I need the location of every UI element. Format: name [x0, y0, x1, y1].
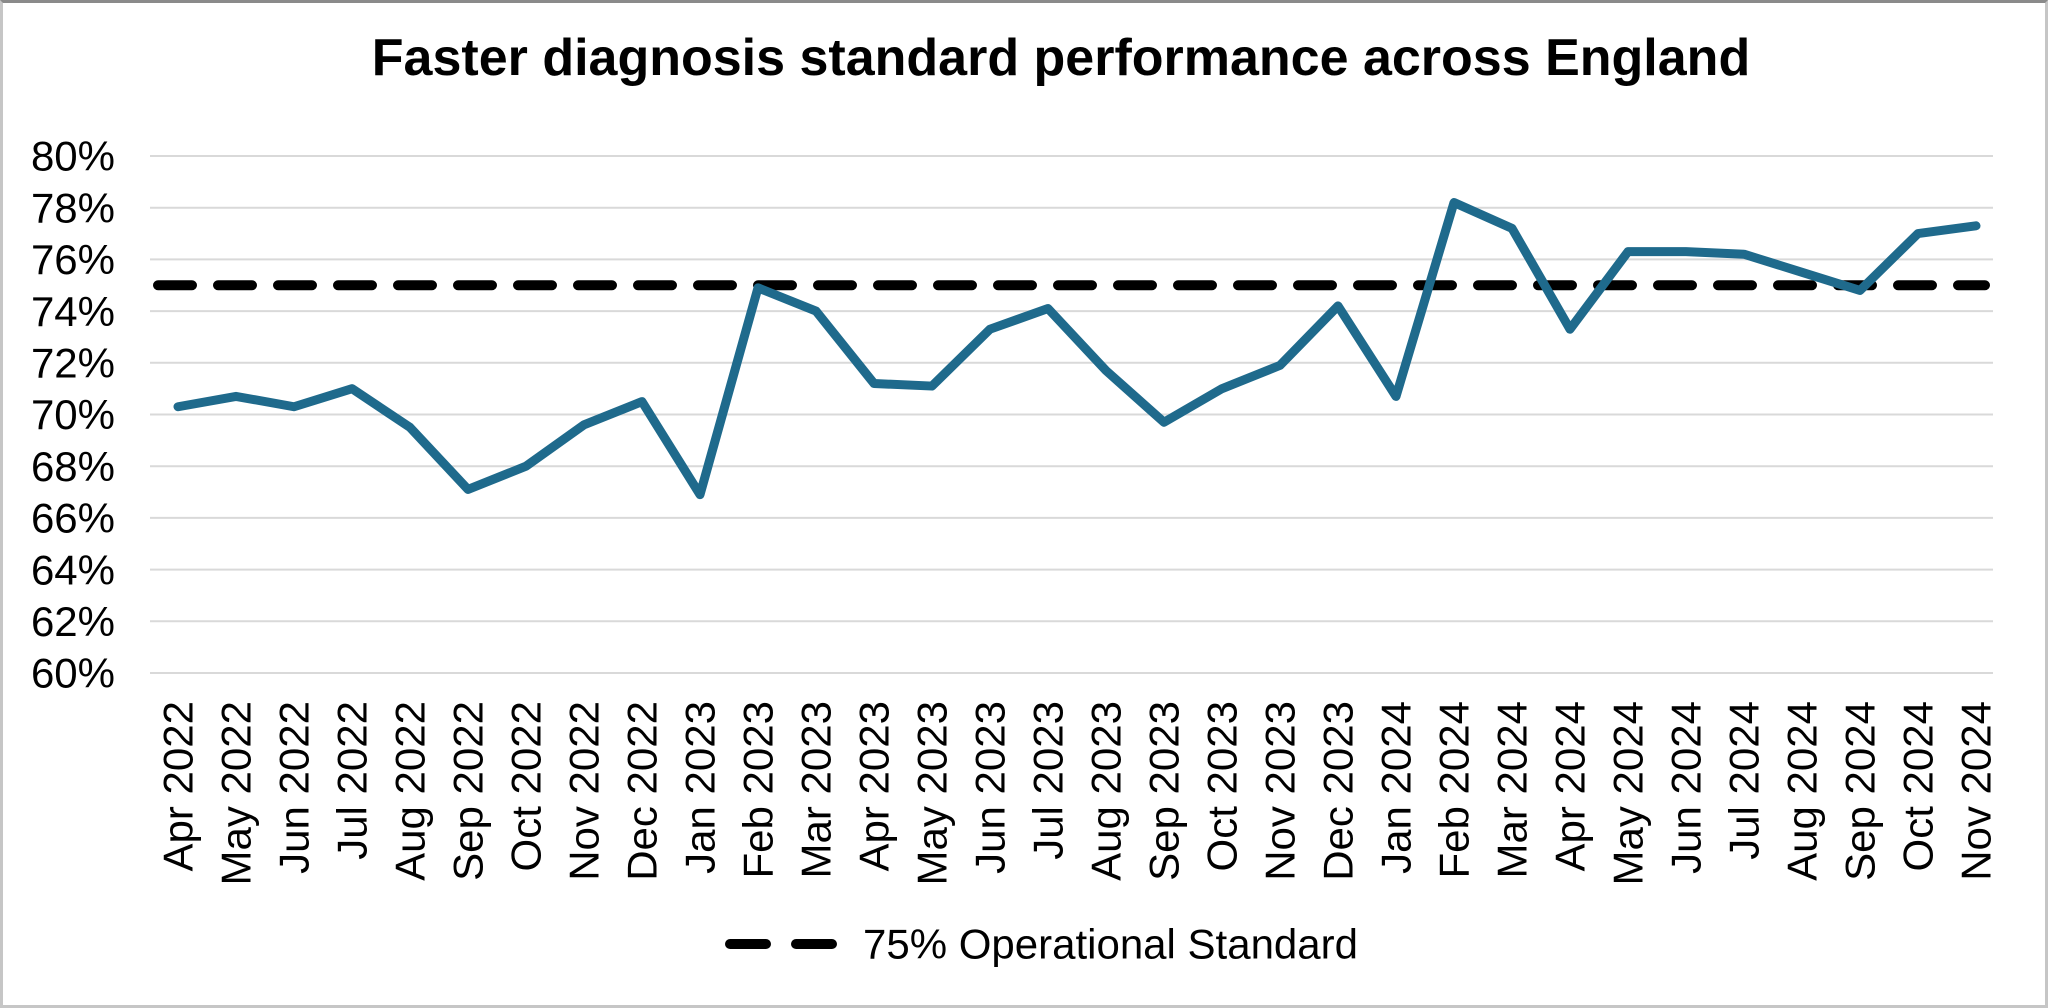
x-axis-tick-label: Aug 2024	[1779, 701, 1826, 881]
x-axis-tick-label: Feb 2023	[735, 701, 782, 878]
x-axis-tick-label: Jan 2023	[677, 701, 724, 874]
y-axis-tick-label: 72%	[31, 340, 115, 387]
y-axis-tick-label: 70%	[31, 391, 115, 438]
x-axis-tick-label: May 2024	[1605, 701, 1652, 885]
x-axis-tick-label: Apr 2022	[155, 701, 202, 871]
y-axis-tick-label: 66%	[31, 495, 115, 542]
x-axis-tick-label: Nov 2023	[1257, 701, 1304, 881]
y-axis-tick-label: 60%	[31, 650, 115, 697]
x-axis-tick-label: Sep 2024	[1837, 701, 1884, 881]
x-axis-tick-label: Nov 2024	[1953, 701, 2000, 881]
y-axis-labels-group: 80%78% 76% 74% 72%70% 68% 66%64% 62% 60%	[31, 133, 115, 697]
x-axis-tick-label: Jan 2024	[1373, 701, 1420, 874]
x-axis-tick-label: Jun 2023	[967, 701, 1014, 874]
x-axis-tick-label: Aug 2023	[1083, 701, 1130, 881]
y-axis-tick-label: 62%	[31, 598, 115, 645]
x-axis-tick-label: Oct 2024	[1895, 701, 1942, 871]
x-axis-tick-label: Mar 2024	[1489, 701, 1536, 878]
x-axis-tick-label: Oct 2022	[503, 701, 550, 871]
x-axis-tick-label: Apr 2023	[851, 701, 898, 871]
x-axis-tick-label: Oct 2023	[1199, 701, 1246, 871]
x-axis-tick-label: Jun 2024	[1663, 701, 1710, 874]
chart-title: Faster diagnosis standard performance ac…	[372, 29, 1750, 87]
legend: 75% Operational Standard	[725, 921, 1358, 968]
x-axis-tick-label: Sep 2022	[445, 701, 492, 881]
x-axis-tick-label: Jun 2022	[271, 701, 318, 874]
x-axis-labels-group: Apr 2022 May 2022 Jun 2022 Jul 2022 Aug 2022…	[155, 701, 2000, 885]
x-axis-tick-label: Aug 2022	[387, 701, 434, 881]
y-axis-tick-label: 76%	[31, 236, 115, 283]
x-axis-tick-label: Dec 2022	[619, 701, 666, 881]
y-axis-tick-label: 68%	[31, 443, 115, 490]
y-axis-tick-label: 64%	[31, 546, 115, 593]
x-axis-tick-label: May 2023	[909, 701, 956, 885]
x-axis-tick-label: Jul 2024	[1721, 701, 1768, 860]
x-axis-tick-label: Jul 2023	[1025, 701, 1072, 860]
x-axis-tick-label: Apr 2024	[1547, 701, 1594, 871]
performance-line	[173, 198, 1981, 500]
x-axis-tick-label: Jul 2022	[329, 701, 376, 860]
gridlines-group	[150, 155, 1993, 674]
series-group	[173, 198, 1981, 500]
line-chart-svg: Faster diagnosis standard performance ac…	[31, 29, 2000, 968]
x-axis-tick-label: Sep 2023	[1141, 701, 1188, 881]
y-axis-tick-label: 80%	[31, 133, 115, 180]
x-axis-tick-label: Mar 2023	[793, 701, 840, 878]
x-axis-tick-label: May 2022	[213, 701, 260, 885]
y-axis-tick-label: 78%	[31, 184, 115, 231]
y-axis-tick-label: 74%	[31, 288, 115, 335]
legend-item-label: 75% Operational Standard	[863, 921, 1358, 968]
x-axis-tick-label: Feb 2024	[1431, 701, 1478, 878]
x-axis-tick-label: Nov 2022	[561, 701, 608, 881]
x-axis-tick-label: Dec 2023	[1315, 701, 1362, 881]
